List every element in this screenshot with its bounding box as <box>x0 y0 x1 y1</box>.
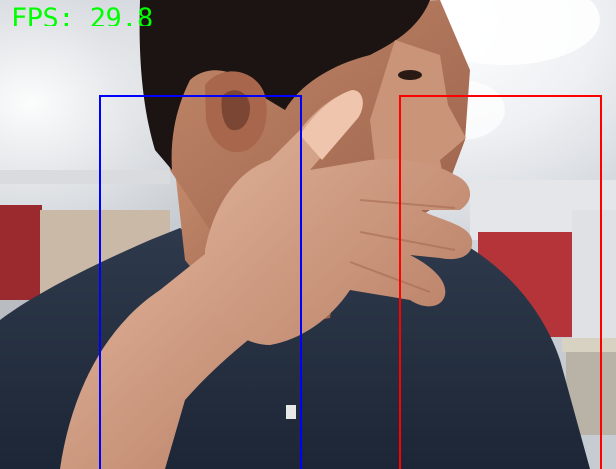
detection-box-left <box>99 95 302 469</box>
hair <box>139 0 431 170</box>
right-doorframe <box>572 210 616 350</box>
wall-molding <box>0 170 170 184</box>
fps-counter: FPS: 29.8 <box>11 3 153 27</box>
ear-inner <box>221 90 250 131</box>
finger-shading <box>349 199 456 293</box>
detection-box-right <box>399 95 602 469</box>
table-top <box>562 338 616 352</box>
shirt-button <box>286 405 296 419</box>
eye <box>398 70 422 80</box>
fps-overlay: FPS: 29.8 <box>0 0 200 27</box>
thumb <box>300 90 363 160</box>
